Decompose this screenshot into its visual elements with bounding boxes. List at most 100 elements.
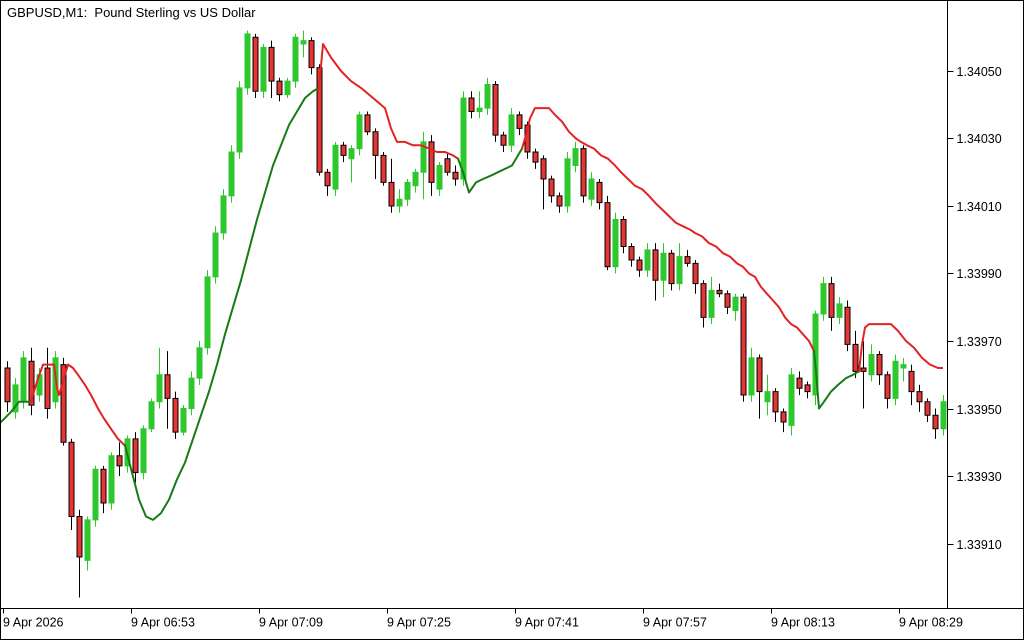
bull-candle	[212, 232, 219, 278]
chart-title: GBPUSD,M1: Pound Sterling vs US Dollar	[7, 5, 256, 20]
y-axis-label: 1.33930	[957, 470, 1002, 484]
ma-segment-falling	[29, 363, 127, 448]
bear-candle	[500, 134, 507, 146]
bear-candle	[28, 360, 35, 406]
ma-segment-rising	[123, 86, 321, 521]
bull-candle	[180, 408, 187, 433]
bear-candle	[884, 374, 891, 399]
bear-candle	[492, 84, 499, 136]
bear-candle	[780, 411, 787, 423]
bear-candle	[636, 259, 643, 271]
y-axis-label: 1.34050	[957, 65, 1002, 79]
bear-candle	[252, 36, 259, 92]
bull-candle	[404, 181, 411, 200]
bull-candle	[708, 289, 715, 318]
bear-candle	[740, 296, 747, 396]
bear-candle	[452, 171, 459, 180]
bear-candle	[4, 367, 11, 403]
x-axis-label: 9 Apr 06:53	[131, 616, 195, 630]
bull-candle	[156, 374, 163, 403]
bull-candle	[732, 296, 739, 312]
bear-candle	[684, 256, 691, 264]
bull-candle	[292, 36, 299, 82]
bear-candle	[308, 40, 315, 69]
bull-candle	[748, 357, 755, 396]
bull-candle	[836, 303, 843, 318]
bull-candle	[644, 249, 651, 271]
bear-candle	[444, 158, 451, 173]
bull-candle	[92, 468, 99, 521]
bull-candle	[572, 148, 579, 166]
bear-candle	[44, 367, 51, 409]
bull-candle	[484, 84, 491, 109]
y-axis-label: 1.33950	[957, 403, 1002, 417]
bear-candle	[916, 391, 923, 403]
x-axis-label: 9 Apr 07:09	[259, 616, 323, 630]
bear-candle	[924, 401, 931, 416]
ma-segment-falling	[520, 107, 816, 353]
bear-candle	[596, 181, 603, 204]
bear-candle	[324, 171, 331, 187]
ma-segment-rising	[1, 400, 32, 424]
bear-candle	[100, 468, 107, 504]
bear-candle	[172, 397, 179, 433]
bear-candle	[60, 364, 67, 443]
bull-candle	[396, 198, 403, 207]
bear-candle	[468, 97, 475, 112]
bull-candle	[436, 165, 443, 190]
bear-candle	[828, 283, 835, 318]
bear-candle	[164, 374, 171, 399]
bull-candle	[892, 360, 899, 399]
x-axis-label: 9 Apr 07:57	[643, 616, 707, 630]
bull-candle	[188, 377, 195, 409]
bull-candle	[228, 151, 235, 197]
bull-candle	[940, 401, 947, 430]
bull-candle	[564, 158, 571, 207]
bull-candle	[220, 195, 227, 234]
bull-candle	[84, 519, 91, 561]
bull-candle	[412, 171, 419, 187]
bear-candle	[276, 80, 283, 96]
bear-candle	[268, 46, 275, 82]
bear-candle	[428, 141, 435, 183]
bear-candle	[668, 252, 675, 285]
bear-candle	[700, 283, 707, 318]
bull-candle	[356, 114, 363, 150]
bull-candle	[420, 141, 427, 173]
bull-candle	[20, 357, 27, 403]
bull-candle	[332, 144, 339, 190]
y-axis-label: 1.34030	[957, 132, 1002, 146]
bear-candle	[628, 246, 635, 261]
bull-candle	[660, 252, 667, 281]
bear-candle	[724, 293, 731, 308]
bull-candle	[588, 178, 595, 200]
bull-candle	[508, 114, 515, 146]
bear-candle	[932, 414, 939, 430]
x-axis-label: 9 Apr 08:13	[771, 616, 835, 630]
bull-candle	[300, 40, 307, 45]
bear-candle	[76, 516, 83, 558]
bull-candle	[148, 401, 155, 430]
bear-candle	[580, 148, 587, 197]
bull-candle	[108, 455, 115, 504]
bull-candle	[676, 256, 683, 285]
y-axis-label: 1.34010	[957, 200, 1002, 214]
bull-candle	[244, 33, 251, 89]
ma-segment-rising	[812, 350, 861, 410]
bear-candle	[604, 202, 611, 268]
bear-candle	[908, 370, 915, 393]
x-axis-label: 9 Apr 07:41	[515, 616, 579, 630]
bull-candle	[260, 46, 267, 92]
y-axis-label: 1.33910	[957, 538, 1002, 552]
x-axis-label: 9 Apr 2026	[3, 616, 64, 630]
bear-candle	[692, 262, 699, 285]
bull-candle	[764, 391, 771, 403]
bear-candle	[772, 391, 779, 413]
bull-candle	[812, 313, 819, 396]
bear-candle	[804, 384, 811, 393]
bear-candle	[852, 343, 859, 372]
bull-candle	[348, 148, 355, 160]
